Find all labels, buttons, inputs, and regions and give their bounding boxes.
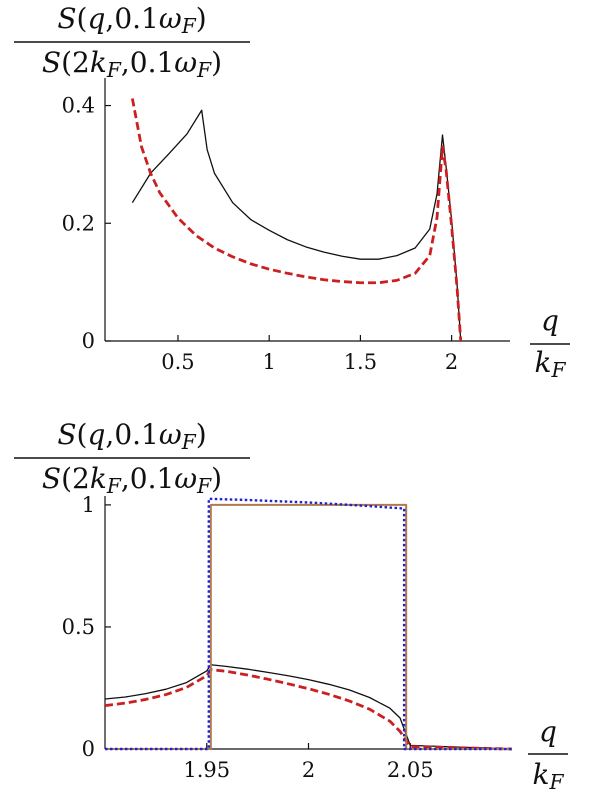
y-tick-label: 0.2	[62, 211, 95, 235]
x-tick-label: 1.5	[344, 350, 377, 374]
x-axis-label-numerator: q	[539, 715, 557, 748]
y-tick-label: 0	[82, 329, 95, 353]
x-axis-label-denominator: kF	[535, 346, 567, 382]
x-tick-label: 2	[445, 350, 458, 374]
series-line-3	[105, 503, 512, 750]
series-line-1	[131, 109, 462, 342]
y-tick-label: 0	[82, 737, 95, 761]
y-tick-label: 1	[82, 493, 95, 517]
x-tick-label: 1.95	[183, 758, 230, 782]
series-line-4	[105, 497, 512, 751]
x-tick-label: 0.5	[161, 350, 194, 374]
y-axis-label-denominator: S(2kF,0.1ωF)	[42, 462, 222, 498]
x-tick-label: 1	[263, 350, 276, 374]
y-axis-label-denominator: S(2kF,0.1ωF)	[42, 46, 222, 82]
x-axis-label-denominator: kF	[533, 758, 565, 794]
y-tick-label: 0.5	[62, 615, 95, 639]
y-axis-label-numerator: S(q,0.1ωF)	[57, 2, 206, 38]
y-axis-label-numerator: S(q,0.1ωF)	[57, 418, 206, 454]
y-tick-label: 0.4	[62, 94, 95, 118]
series-line-1	[104, 664, 513, 750]
series-line-2	[130, 98, 463, 342]
series-line-2	[104, 668, 513, 751]
chart-top: 0 0.2 0.4 0.5 1 1.5 2 S(q,0.1ωF) S(2kF,0.1ωF) q kF	[14, 2, 570, 382]
x-tick-label: 2	[302, 758, 315, 782]
x-axis-label-numerator: q	[541, 304, 559, 337]
x-tick-label: 2.05	[387, 758, 434, 782]
chart-bottom: 0 0.5 1 1.95 2 2.05 S(q,0.1ωF) S(2kF,0.1ωF) q kF	[14, 418, 568, 794]
